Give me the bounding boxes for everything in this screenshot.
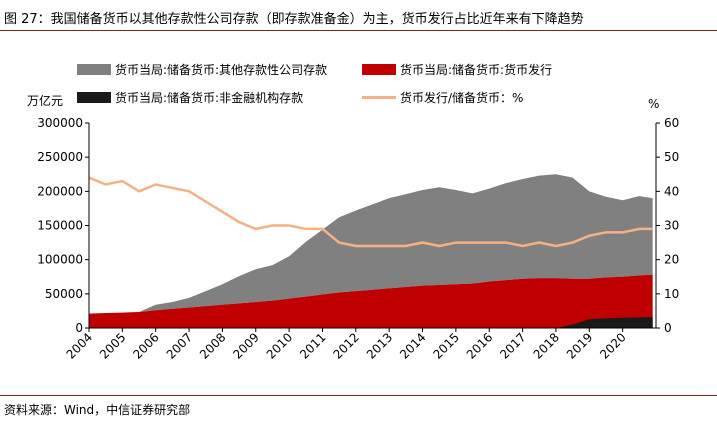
right-tick-label: 40 xyxy=(664,184,679,198)
x-tick-label: 2015 xyxy=(431,330,462,361)
left-tick-label: 100000 xyxy=(37,253,83,267)
legend-swatch-line xyxy=(362,96,396,99)
right-tick-label: 30 xyxy=(664,219,679,233)
x-tick-label: 2018 xyxy=(531,330,562,361)
left-tick-label: 0 xyxy=(75,321,83,335)
x-tick-label: 2007 xyxy=(164,330,195,361)
right-tick-label: 50 xyxy=(664,150,679,164)
left-axis-unit: 万亿元 xyxy=(27,94,64,108)
legend-swatch-black xyxy=(77,92,111,103)
x-tick-label: 2016 xyxy=(464,330,495,361)
left-tick-label: 50000 xyxy=(45,287,83,301)
area-other-deposits xyxy=(89,174,653,314)
right-tick-label: 0 xyxy=(664,321,672,335)
x-tick-label: 2005 xyxy=(97,330,128,361)
x-tick-label: 2014 xyxy=(397,330,428,361)
legend-item-currency-issued: 货币当局:储备货币:货币发行 xyxy=(362,61,552,78)
left-tick-label: 250000 xyxy=(37,150,83,164)
legend-label: 货币当局:储备货币:非金融机构存款 xyxy=(115,91,304,105)
line-currency-ratio xyxy=(88,176,653,248)
right-tick-label: 60 xyxy=(664,116,679,130)
x-tick-label: 2017 xyxy=(497,330,528,361)
footer-divider xyxy=(0,395,717,396)
figure-title: 图 27：我国储备货币以其他存款性公司存款（即存款准备金）为主，货币发行占比近年… xyxy=(4,12,584,27)
title-divider xyxy=(0,30,717,31)
legend-swatch-red xyxy=(362,64,396,75)
right-axis-unit: % xyxy=(648,97,660,111)
legend-label: 货币当局:储备货币:其他存款性公司存款 xyxy=(115,63,328,77)
x-tick-label: 2004 xyxy=(64,330,95,361)
source-note: 资料来源：Wind，中信证券研究部 xyxy=(4,403,191,417)
chart-canvas: 0 50000 100000 150000 200000 250000 300000 0 10 2… xyxy=(37,116,679,362)
left-tick-label: 200000 xyxy=(37,184,83,198)
x-tick-label: 2011 xyxy=(297,330,328,361)
x-tick-label: 2020 xyxy=(597,330,628,361)
legend-item-nonfinancial-deposits: 货币当局:储备货币:非金融机构存款 xyxy=(77,89,303,106)
right-tick-label: 10 xyxy=(664,287,679,301)
legend-item-ratio-line: 货币发行/储备货币：% xyxy=(362,89,523,106)
x-tick-label: 2013 xyxy=(364,330,395,361)
area-nonfinancial-deposits xyxy=(89,317,653,328)
legend-item-other-deposits: 货币当局:储备货币:其他存款性公司存款 xyxy=(77,61,327,78)
x-tick-label: 2006 xyxy=(130,330,161,361)
legend-label: 货币当局:储备货币:货币发行 xyxy=(400,63,553,77)
right-tick-label: 20 xyxy=(664,253,679,267)
x-tick-label: 2019 xyxy=(564,330,595,361)
legend-swatch-gray xyxy=(77,64,111,75)
left-tick-label: 150000 xyxy=(37,219,83,233)
left-tick-label: 300000 xyxy=(37,116,83,130)
legend-label: 货币发行/储备货币：% xyxy=(400,91,524,105)
x-tick-label: 2012 xyxy=(330,330,361,361)
x-tick-label: 2009 xyxy=(230,330,261,361)
area-currency-issued xyxy=(89,274,653,328)
x-tick-label: 2008 xyxy=(197,330,228,361)
x-tick-label: 2010 xyxy=(264,330,295,361)
